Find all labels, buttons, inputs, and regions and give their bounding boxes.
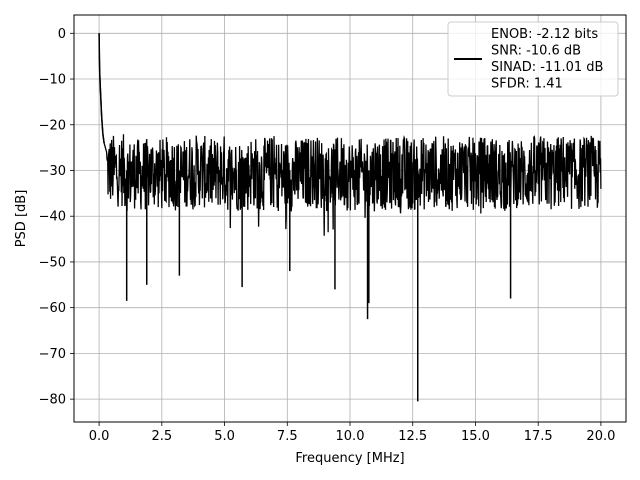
psd-series-line bbox=[98, 33, 602, 236]
x-tick-label: 15.0 bbox=[461, 429, 490, 444]
y-tick-label: −20 bbox=[39, 118, 66, 133]
x-tick-label: 17.5 bbox=[524, 429, 553, 444]
y-axis-label: PSD [dB] bbox=[14, 190, 29, 248]
legend: ENOB: -2.12 bits SNR: -10.6 dB SINAD: -1… bbox=[447, 21, 619, 97]
y-tick-label: −60 bbox=[39, 301, 66, 316]
y-tick-label: −70 bbox=[39, 347, 66, 362]
legend-entry-snr: SNR: -10.6 dB bbox=[491, 44, 581, 59]
legend-entry-enob: ENOB: -2.12 bits bbox=[491, 27, 598, 42]
x-tick-label: 5.0 bbox=[214, 429, 235, 444]
x-tick-label: 2.5 bbox=[151, 429, 172, 444]
legend-box bbox=[447, 21, 619, 97]
x-tick-label: 7.5 bbox=[277, 429, 298, 444]
x-axis-label: Frequency [MHz] bbox=[295, 451, 404, 466]
x-tick-label: 12.5 bbox=[398, 429, 427, 444]
y-tick-label: −30 bbox=[39, 164, 66, 179]
y-tick-label: −10 bbox=[39, 73, 66, 88]
x-tick-label: 20.0 bbox=[586, 429, 615, 444]
y-tick-label: 0 bbox=[58, 27, 66, 42]
y-tick-label: −80 bbox=[39, 393, 66, 408]
x-tick-label: 10.0 bbox=[336, 429, 365, 444]
y-tick-label: −50 bbox=[39, 255, 66, 270]
x-tick-label: 0.0 bbox=[89, 429, 110, 444]
legend-entry-sinad: SINAD: -11.01 dB bbox=[491, 60, 603, 75]
legend-entry-sfdr: SFDR: 1.41 bbox=[491, 77, 563, 92]
plot-area bbox=[98, 33, 602, 402]
psd-dc-peak bbox=[98, 33, 105, 144]
axis-ticks: 0.0 2.5 5.0 7.5 10.0 12.5 15.0 17.5 20.0 0 −10 −20 −… bbox=[39, 27, 616, 444]
y-tick-label: −40 bbox=[39, 210, 66, 225]
